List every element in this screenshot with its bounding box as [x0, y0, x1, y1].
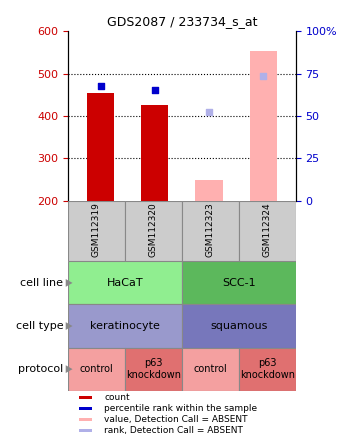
Text: control: control [193, 364, 227, 374]
Text: protocol: protocol [18, 364, 64, 374]
Bar [250, 51, 277, 201]
Text: GSM112319: GSM112319 [92, 202, 101, 258]
Bar [68, 348, 125, 391]
Title: GDS2087 / 233734_s_at: GDS2087 / 233734_s_at [107, 16, 257, 28]
Text: squamous: squamous [210, 321, 268, 331]
Point [98, 82, 103, 89]
Text: control: control [80, 364, 113, 374]
Bar [239, 348, 296, 391]
Text: percentile rank within the sample: percentile rank within the sample [104, 404, 258, 413]
Bar [79, 396, 92, 399]
Bar [125, 348, 182, 391]
Text: HaCaT: HaCaT [107, 278, 143, 288]
Text: value, Detection Call = ABSENT: value, Detection Call = ABSENT [104, 415, 248, 424]
Bar [68, 305, 182, 348]
Point [260, 72, 266, 79]
Text: keratinocyte: keratinocyte [90, 321, 160, 331]
Text: cell line: cell line [20, 278, 64, 288]
Text: SCC-1: SCC-1 [222, 278, 256, 288]
Bar [141, 105, 168, 201]
Bar [68, 262, 182, 305]
Bar [239, 201, 296, 262]
Bar [87, 93, 114, 201]
Bar [182, 305, 296, 348]
Text: cell type: cell type [16, 321, 64, 331]
Bar [79, 429, 92, 432]
Bar [125, 201, 182, 262]
Bar [195, 180, 223, 201]
Text: count: count [104, 393, 130, 402]
Text: GSM112324: GSM112324 [263, 202, 272, 257]
Bar [79, 407, 92, 410]
Polygon shape [66, 322, 72, 330]
Point [206, 108, 212, 115]
Bar [182, 262, 296, 305]
Bar [182, 201, 239, 262]
Polygon shape [66, 365, 72, 373]
Point [152, 87, 157, 94]
Text: p63
knockdown: p63 knockdown [126, 358, 181, 380]
Bar [182, 348, 239, 391]
Bar [79, 418, 92, 421]
Text: GSM112323: GSM112323 [206, 202, 215, 257]
Text: rank, Detection Call = ABSENT: rank, Detection Call = ABSENT [104, 426, 243, 435]
Text: GSM112320: GSM112320 [149, 202, 158, 257]
Text: p63
knockdown: p63 knockdown [240, 358, 295, 380]
Bar [68, 201, 125, 262]
Polygon shape [66, 279, 72, 287]
